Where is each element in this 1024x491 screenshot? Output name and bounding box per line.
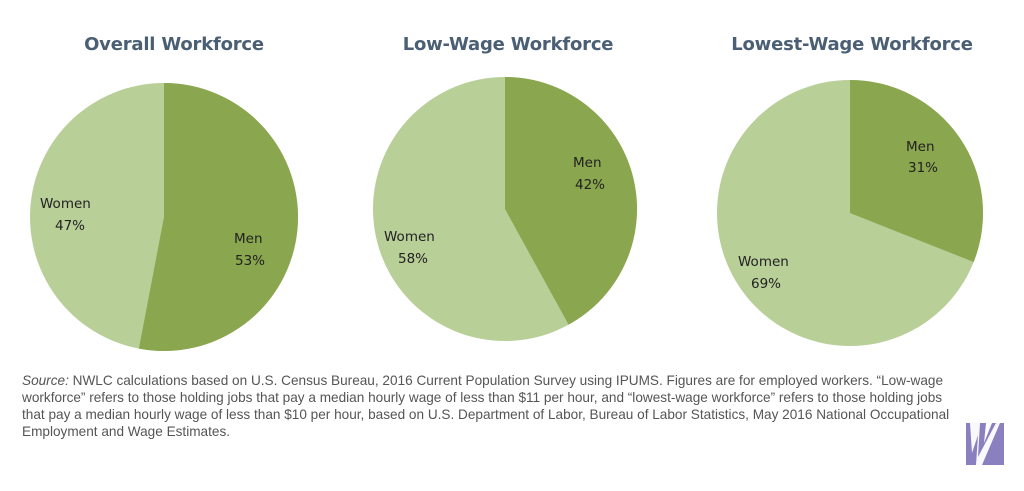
label-men: Men bbox=[906, 139, 935, 155]
label-men-pct: 42% bbox=[575, 177, 605, 193]
pie-low-wage: Men 42% Women 58% bbox=[373, 77, 637, 341]
source-prefix: Source: bbox=[22, 373, 69, 388]
label-women-pct: 47% bbox=[55, 218, 85, 234]
chart-title-overall: Overall Workforce bbox=[84, 34, 264, 55]
chart-title-lowest-wage: Lowest-Wage Workforce bbox=[731, 34, 973, 55]
pie-overall: Women 47% Men 53% bbox=[30, 83, 298, 351]
chart-title-low-wage: Low-Wage Workforce bbox=[402, 34, 614, 55]
slice-men bbox=[138, 83, 298, 351]
source-note: Source: NWLC calculations based on U.S. … bbox=[22, 372, 952, 440]
label-men-pct: 31% bbox=[908, 160, 938, 176]
nwlc-logo-icon bbox=[966, 423, 1004, 465]
label-women-pct: 69% bbox=[751, 276, 781, 292]
pie-charts: Women 47% Men 53% Men 42% Women 58% Men … bbox=[30, 77, 983, 351]
label-men: Men bbox=[573, 155, 602, 171]
label-women-pct: 58% bbox=[398, 251, 428, 267]
source-text: NWLC calculations based on U.S. Census B… bbox=[22, 373, 950, 439]
label-women: Women bbox=[40, 196, 91, 212]
pie-lowest-wage: Men 31% Women 69% bbox=[717, 80, 983, 346]
label-men-pct: 53% bbox=[235, 253, 265, 269]
slice-men bbox=[505, 77, 637, 325]
label-women: Women bbox=[738, 254, 789, 270]
label-men: Men bbox=[234, 231, 263, 247]
slice-men bbox=[850, 80, 983, 262]
label-women: Women bbox=[384, 229, 435, 245]
